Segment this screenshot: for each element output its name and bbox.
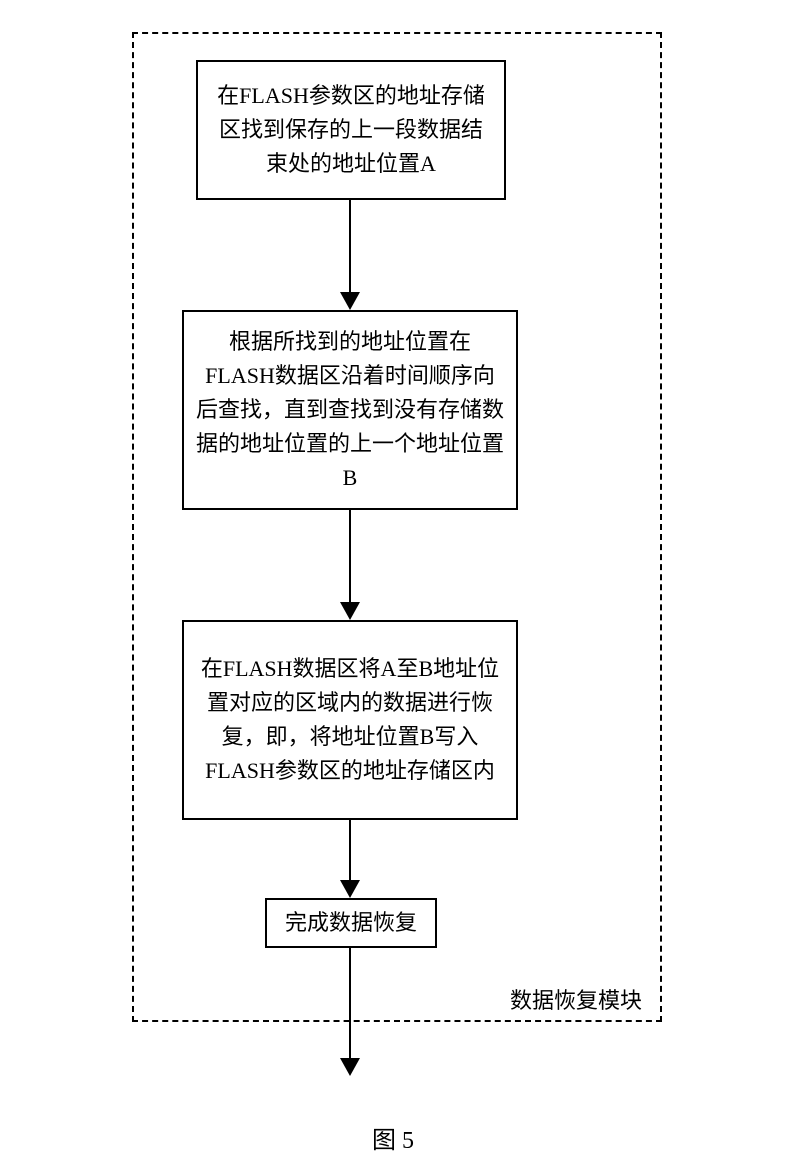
flow-step-1: 在FLASH参数区的地址存储区找到保存的上一段数据结束处的地址位置A — [196, 60, 506, 200]
flow-step-4-text: 完成数据恢复 — [285, 906, 417, 940]
flow-step-4: 完成数据恢复 — [265, 898, 437, 948]
flow-step-2: 根据所找到的地址位置在FLASH数据区沿着时间顺序向后查找，直到查找到没有存储数… — [182, 310, 518, 510]
module-label: 数据恢复模块 — [510, 983, 642, 1015]
arrow-2-head — [340, 602, 360, 620]
arrow-4-line — [349, 948, 351, 1058]
arrow-3-line — [349, 820, 351, 880]
flow-step-3-text: 在FLASH数据区将A至B地址位置对应的区域内的数据进行恢复，即，将地址位置B写… — [196, 652, 504, 788]
arrow-3-head — [340, 880, 360, 898]
flow-step-1-text: 在FLASH参数区的地址存储区找到保存的上一段数据结束处的地址位置A — [210, 79, 492, 181]
arrow-2-line — [349, 510, 351, 602]
arrow-1-line — [349, 200, 351, 292]
flow-step-2-text: 根据所找到的地址位置在FLASH数据区沿着时间顺序向后查找，直到查找到没有存储数… — [196, 325, 504, 495]
figure-label: 图 5 — [372, 1120, 414, 1155]
flow-step-3: 在FLASH数据区将A至B地址位置对应的区域内的数据进行恢复，即，将地址位置B写… — [182, 620, 518, 820]
arrow-4-head — [340, 1058, 360, 1076]
arrow-1-head — [340, 292, 360, 310]
